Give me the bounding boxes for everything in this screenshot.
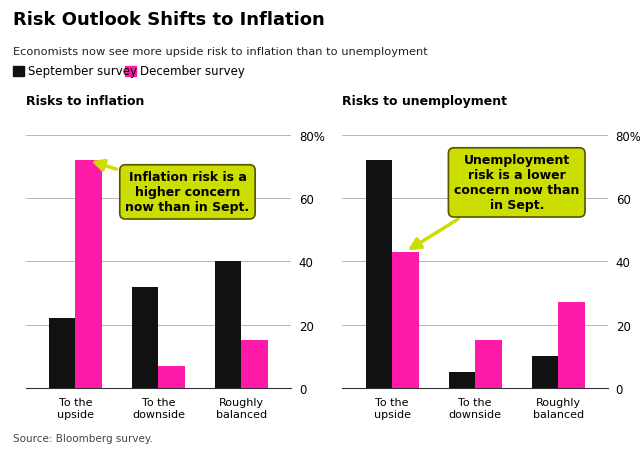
Text: December survey: December survey bbox=[140, 65, 244, 78]
Text: September survey: September survey bbox=[28, 65, 136, 78]
Bar bbox=[558, 303, 585, 388]
Text: Unemployment
risk is a lower
concern now than
in Sept.: Unemployment risk is a lower concern now… bbox=[411, 154, 579, 249]
Text: Risk Outlook Shifts to Inflation: Risk Outlook Shifts to Inflation bbox=[13, 11, 324, 29]
Bar bbox=[158, 366, 185, 388]
Bar bbox=[76, 161, 102, 388]
Text: Risks to inflation: Risks to inflation bbox=[26, 95, 144, 108]
Text: Risks to unemployment: Risks to unemployment bbox=[342, 95, 508, 108]
Bar bbox=[449, 372, 476, 388]
Bar bbox=[241, 341, 268, 388]
Bar bbox=[392, 252, 419, 388]
Bar bbox=[215, 262, 241, 388]
Text: Source: Bloomberg survey.: Source: Bloomberg survey. bbox=[13, 433, 153, 443]
Bar bbox=[476, 341, 502, 388]
Bar bbox=[132, 287, 158, 388]
Text: Inflation risk is a
higher concern
now than in Sept.: Inflation risk is a higher concern now t… bbox=[95, 161, 250, 214]
Bar bbox=[365, 161, 392, 388]
Bar bbox=[49, 318, 76, 388]
Bar bbox=[532, 356, 558, 388]
Text: Economists now see more upside risk to inflation than to unemployment: Economists now see more upside risk to i… bbox=[13, 47, 428, 57]
